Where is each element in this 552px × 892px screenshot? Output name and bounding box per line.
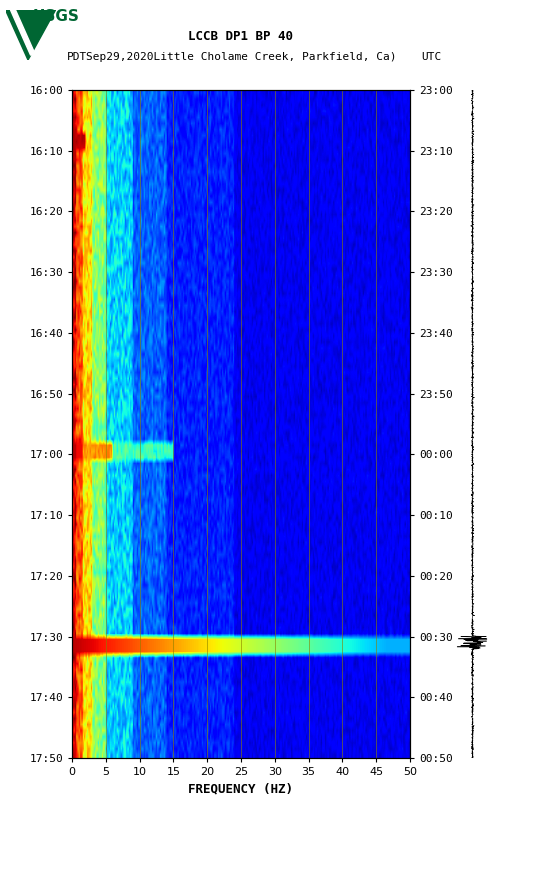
Text: UTC: UTC (421, 52, 441, 62)
Polygon shape (6, 10, 56, 60)
Text: Sep29,2020Little Cholame Creek, Parkfield, Ca): Sep29,2020Little Cholame Creek, Parkfiel… (86, 52, 396, 62)
Text: LCCB DP1 BP 40: LCCB DP1 BP 40 (188, 30, 294, 43)
Polygon shape (10, 10, 35, 55)
Text: PDT: PDT (66, 52, 87, 62)
Text: USGS: USGS (33, 10, 80, 24)
X-axis label: FREQUENCY (HZ): FREQUENCY (HZ) (188, 782, 294, 796)
